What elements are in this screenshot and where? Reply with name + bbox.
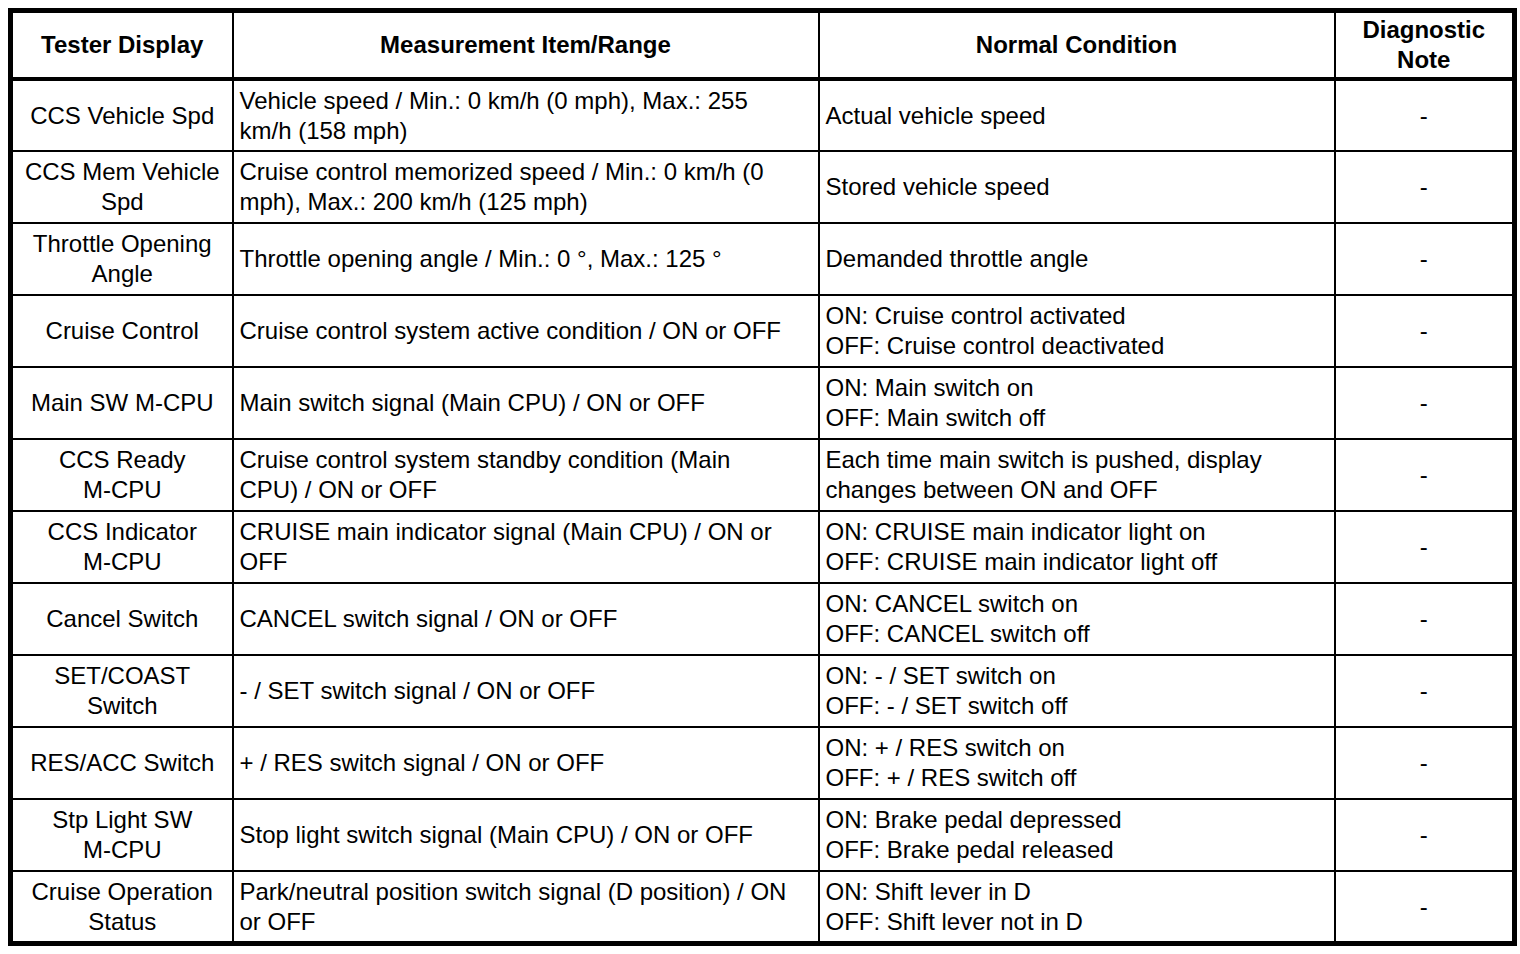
table-row: CCS Ready M-CPU Cruise control system st… xyxy=(11,439,1515,511)
diagnostic-note-cell: - xyxy=(1335,79,1515,151)
tester-display-cell: CCS Vehicle Spd xyxy=(11,79,233,151)
normal-condition-cell: ON: Cruise control activated OFF: Cruise… xyxy=(819,295,1335,367)
diagnostic-note-cell: - xyxy=(1335,871,1515,943)
normal-condition-cell: ON: Shift lever in D OFF: Shift lever no… xyxy=(819,871,1335,943)
measurement-item-cell: Park/neutral position switch signal (D p… xyxy=(233,871,819,943)
tester-display-cell: Cruise Operation Status xyxy=(11,871,233,943)
diagnostic-note-cell: - xyxy=(1335,727,1515,799)
tester-display-cell: CCS Ready M-CPU xyxy=(11,439,233,511)
diagnostic-note-cell: - xyxy=(1335,799,1515,871)
table-row: Cruise Operation Status Park/neutral pos… xyxy=(11,871,1515,943)
normal-condition-cell: Demanded throttle angle xyxy=(819,223,1335,295)
diagnostic-note-cell: - xyxy=(1335,223,1515,295)
tester-display-cell: Cancel Switch xyxy=(11,583,233,655)
measurement-item-cell: Vehicle speed / Min.: 0 km/h (0 mph), Ma… xyxy=(233,79,819,151)
normal-condition-cell: ON: Main switch on OFF: Main switch off xyxy=(819,367,1335,439)
document-page: Tester Display Measurement Item/Range No… xyxy=(0,0,1520,954)
tester-display-cell: RES/ACC Switch xyxy=(11,727,233,799)
measurement-item-cell: Cruise control system active condition /… xyxy=(233,295,819,367)
table-row: CCS Indicator M-CPU CRUISE main indicato… xyxy=(11,511,1515,583)
table-row: Stp Light SW M-CPU Stop light switch sig… xyxy=(11,799,1515,871)
tester-display-cell: Throttle Opening Angle xyxy=(11,223,233,295)
measurement-item-cell: Main switch signal (Main CPU) / ON or OF… xyxy=(233,367,819,439)
measurement-item-cell: CRUISE main indicator signal (Main CPU) … xyxy=(233,511,819,583)
diagnostic-note-cell: - xyxy=(1335,511,1515,583)
column-header-diagnostic-note: Diagnostic Note xyxy=(1335,11,1515,80)
normal-condition-cell: ON: - / SET switch on OFF: - / SET switc… xyxy=(819,655,1335,727)
tester-display-cell: CCS Mem Vehicle Spd xyxy=(11,151,233,223)
table-row: SET/COAST Switch - / SET switch signal /… xyxy=(11,655,1515,727)
column-header-tester-display: Tester Display xyxy=(11,11,233,80)
table-row: Cancel Switch CANCEL switch signal / ON … xyxy=(11,583,1515,655)
tester-display-cell: Stp Light SW M-CPU xyxy=(11,799,233,871)
measurement-item-cell: Throttle opening angle / Min.: 0 °, Max.… xyxy=(233,223,819,295)
tester-display-cell: CCS Indicator M-CPU xyxy=(11,511,233,583)
table-row: Throttle Opening Angle Throttle opening … xyxy=(11,223,1515,295)
tester-display-cell: Cruise Control xyxy=(11,295,233,367)
normal-condition-cell: Each time main switch is pushed, display… xyxy=(819,439,1335,511)
diagnostic-note-cell: - xyxy=(1335,583,1515,655)
table-row: CCS Mem Vehicle Spd Cruise control memor… xyxy=(11,151,1515,223)
normal-condition-cell: ON: CRUISE main indicator light on OFF: … xyxy=(819,511,1335,583)
measurement-item-cell: CANCEL switch signal / ON or OFF xyxy=(233,583,819,655)
diagnostic-note-cell: - xyxy=(1335,439,1515,511)
column-header-measurement-item-range: Measurement Item/Range xyxy=(233,11,819,80)
normal-condition-cell: Actual vehicle speed xyxy=(819,79,1335,151)
normal-condition-cell: ON: Brake pedal depressed OFF: Brake ped… xyxy=(819,799,1335,871)
diagnostic-note-cell: - xyxy=(1335,151,1515,223)
table-row: Main SW M-CPU Main switch signal (Main C… xyxy=(11,367,1515,439)
table-row: RES/ACC Switch + / RES switch signal / O… xyxy=(11,727,1515,799)
normal-condition-cell: ON: CANCEL switch on OFF: CANCEL switch … xyxy=(819,583,1335,655)
tester-data-table: Tester Display Measurement Item/Range No… xyxy=(8,8,1517,946)
diagnostic-note-cell: - xyxy=(1335,367,1515,439)
measurement-item-cell: - / SET switch signal / ON or OFF xyxy=(233,655,819,727)
measurement-item-cell: + / RES switch signal / ON or OFF xyxy=(233,727,819,799)
table-row: Cruise Control Cruise control system act… xyxy=(11,295,1515,367)
diagnostic-note-cell: - xyxy=(1335,655,1515,727)
diagnostic-note-cell: - xyxy=(1335,295,1515,367)
table-header-row: Tester Display Measurement Item/Range No… xyxy=(11,11,1515,80)
measurement-item-cell: Stop light switch signal (Main CPU) / ON… xyxy=(233,799,819,871)
normal-condition-cell: ON: + / RES switch on OFF: + / RES switc… xyxy=(819,727,1335,799)
column-header-normal-condition: Normal Condition xyxy=(819,11,1335,80)
measurement-item-cell: Cruise control memorized speed / Min.: 0… xyxy=(233,151,819,223)
tester-display-cell: SET/COAST Switch xyxy=(11,655,233,727)
normal-condition-cell: Stored vehicle speed xyxy=(819,151,1335,223)
table-row: CCS Vehicle Spd Vehicle speed / Min.: 0 … xyxy=(11,79,1515,151)
measurement-item-cell: Cruise control system standby condition … xyxy=(233,439,819,511)
tester-display-cell: Main SW M-CPU xyxy=(11,367,233,439)
